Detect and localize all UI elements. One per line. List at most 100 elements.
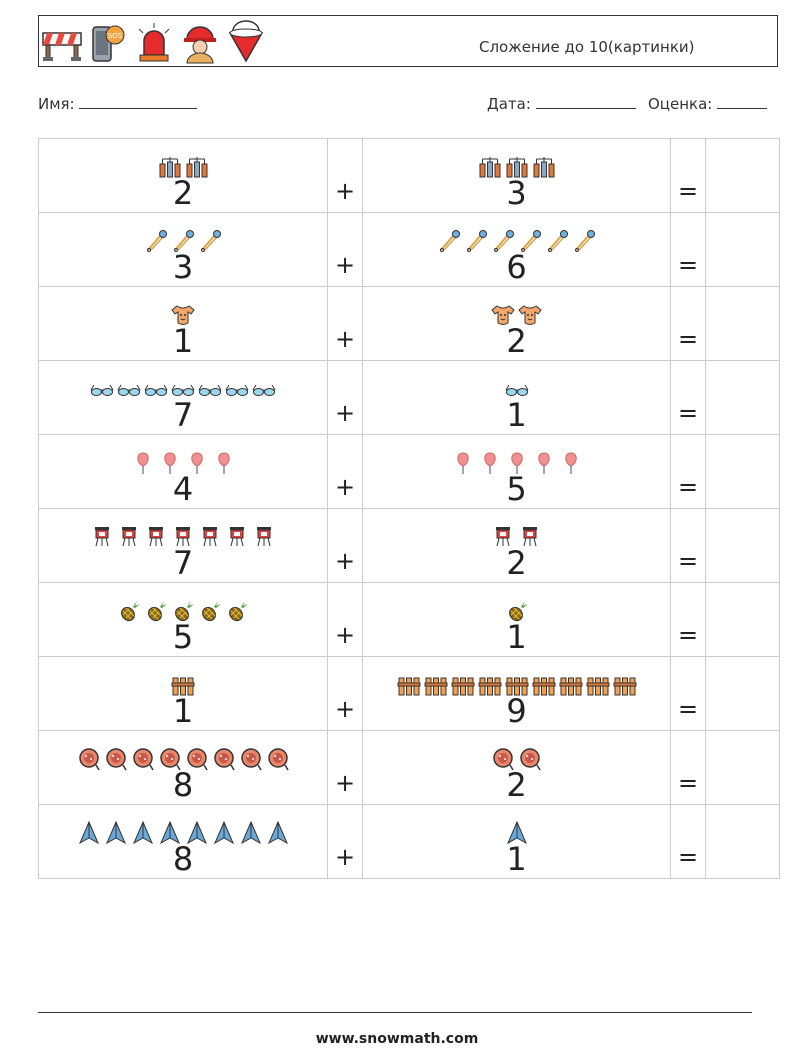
second-addend-cell: 2 — [362, 508, 671, 583]
grade-label: Оценка: — [648, 95, 713, 113]
equals-sign: = — [677, 769, 699, 797]
first-addend-cell: 3 — [38, 212, 328, 287]
road-barrier-icon — [42, 32, 82, 61]
second-addend-cell: 1 — [362, 804, 671, 879]
gas-cylinders-icon — [478, 155, 502, 179]
picture-group — [39, 673, 327, 697]
plus-sign: + — [334, 251, 356, 279]
second-addend-cell: 2 — [362, 730, 671, 805]
second-addend: 6 — [506, 248, 527, 286]
fence-icon — [478, 673, 502, 697]
answer-box[interactable] — [705, 138, 780, 213]
date-blank[interactable] — [535, 94, 636, 109]
answer-box[interactable] — [705, 656, 780, 731]
second-addend-cell: 5 — [362, 434, 671, 509]
safety-pin-icon — [144, 229, 168, 253]
grade-field: Оценка: — [648, 94, 768, 113]
second-addend: 1 — [506, 840, 527, 878]
safety-pin-icon — [518, 229, 542, 253]
picture-group — [39, 451, 327, 475]
equals-sign: = — [677, 251, 699, 279]
second-addend-cell: 6 — [362, 212, 671, 287]
plus-sign: + — [334, 621, 356, 649]
picture-group — [363, 229, 670, 253]
fire-bucket-icon — [228, 20, 264, 63]
answer-box[interactable] — [705, 804, 780, 879]
first-addend-cell: 8 — [38, 730, 328, 805]
paper-plane-icon — [131, 821, 155, 845]
picture-group — [363, 599, 670, 623]
grade-blank[interactable] — [717, 94, 768, 109]
picture-group — [39, 747, 327, 771]
second-addend-cell: 1 — [362, 360, 671, 435]
cookie-icon — [131, 747, 155, 771]
cotton-candy-icon — [131, 451, 155, 475]
cotton-candy-icon — [478, 451, 502, 475]
plus-sign-cell: + — [327, 212, 363, 287]
equals-sign: = — [677, 399, 699, 427]
picture-group — [39, 155, 327, 179]
pineapple-icon — [117, 599, 141, 623]
picture-group — [363, 155, 670, 179]
answer-box[interactable] — [705, 730, 780, 805]
cookie-icon — [266, 747, 290, 771]
date-field: Дата: — [487, 94, 636, 113]
glasses-icon — [505, 377, 529, 401]
answer-box[interactable] — [705, 508, 780, 583]
equals-sign: = — [677, 695, 699, 723]
glasses-icon — [252, 377, 276, 401]
second-addend: 5 — [506, 470, 527, 508]
answer-box[interactable] — [705, 286, 780, 361]
picture-group — [363, 525, 670, 549]
second-addend-cell: 2 — [362, 286, 671, 361]
name-blank[interactable] — [79, 94, 198, 109]
problem-row: 8 +1 = — [38, 804, 780, 879]
second-addend: 3 — [506, 174, 527, 212]
equals-sign-cell: = — [670, 730, 706, 805]
cotton-candy-icon — [532, 451, 556, 475]
lantern-icon — [198, 525, 222, 549]
equals-sign: = — [677, 177, 699, 205]
second-addend-cell: 1 — [362, 582, 671, 657]
first-addend-cell: 8 — [38, 804, 328, 879]
picture-group — [363, 377, 670, 401]
paper-plane-icon — [104, 821, 128, 845]
firefighter-icon — [184, 26, 216, 64]
fence-icon — [586, 673, 610, 697]
safety-pin-icon — [464, 229, 488, 253]
gas-cylinders-icon — [185, 155, 209, 179]
plus-sign: + — [334, 843, 356, 871]
paper-plane-icon — [212, 821, 236, 845]
safety-pin-icon — [437, 229, 461, 253]
glasses-icon — [225, 377, 249, 401]
cookie-icon — [104, 747, 128, 771]
answer-box[interactable] — [705, 212, 780, 287]
first-addend-cell: 4 — [38, 434, 328, 509]
equals-sign: = — [677, 843, 699, 871]
paper-plane-icon — [505, 821, 529, 845]
cookie-icon — [158, 747, 182, 771]
glasses-icon — [144, 377, 168, 401]
equals-sign-cell: = — [670, 138, 706, 213]
answer-box[interactable] — [705, 582, 780, 657]
plus-sign: + — [334, 695, 356, 723]
equals-sign-cell: = — [670, 212, 706, 287]
footer-url: www.snowmath.com — [315, 1031, 479, 1047]
safety-pin-icon — [545, 229, 569, 253]
first-addend-cell: 7 — [38, 508, 328, 583]
equals-sign-cell: = — [670, 804, 706, 879]
first-addend-cell: 1 — [38, 286, 328, 361]
picture-group — [39, 525, 327, 549]
glasses-icon — [90, 377, 114, 401]
name-label: Имя: — [38, 95, 75, 113]
fence-icon — [424, 673, 448, 697]
answer-box[interactable] — [705, 360, 780, 435]
answer-box[interactable] — [705, 434, 780, 509]
paper-plane-icon — [158, 821, 182, 845]
paper-plane-icon — [239, 821, 263, 845]
date-label: Дата: — [487, 95, 531, 113]
first-addend-cell: 1 — [38, 656, 328, 731]
cotton-candy-icon — [505, 451, 529, 475]
plus-sign: + — [334, 177, 356, 205]
safety-pin-icon — [572, 229, 596, 253]
